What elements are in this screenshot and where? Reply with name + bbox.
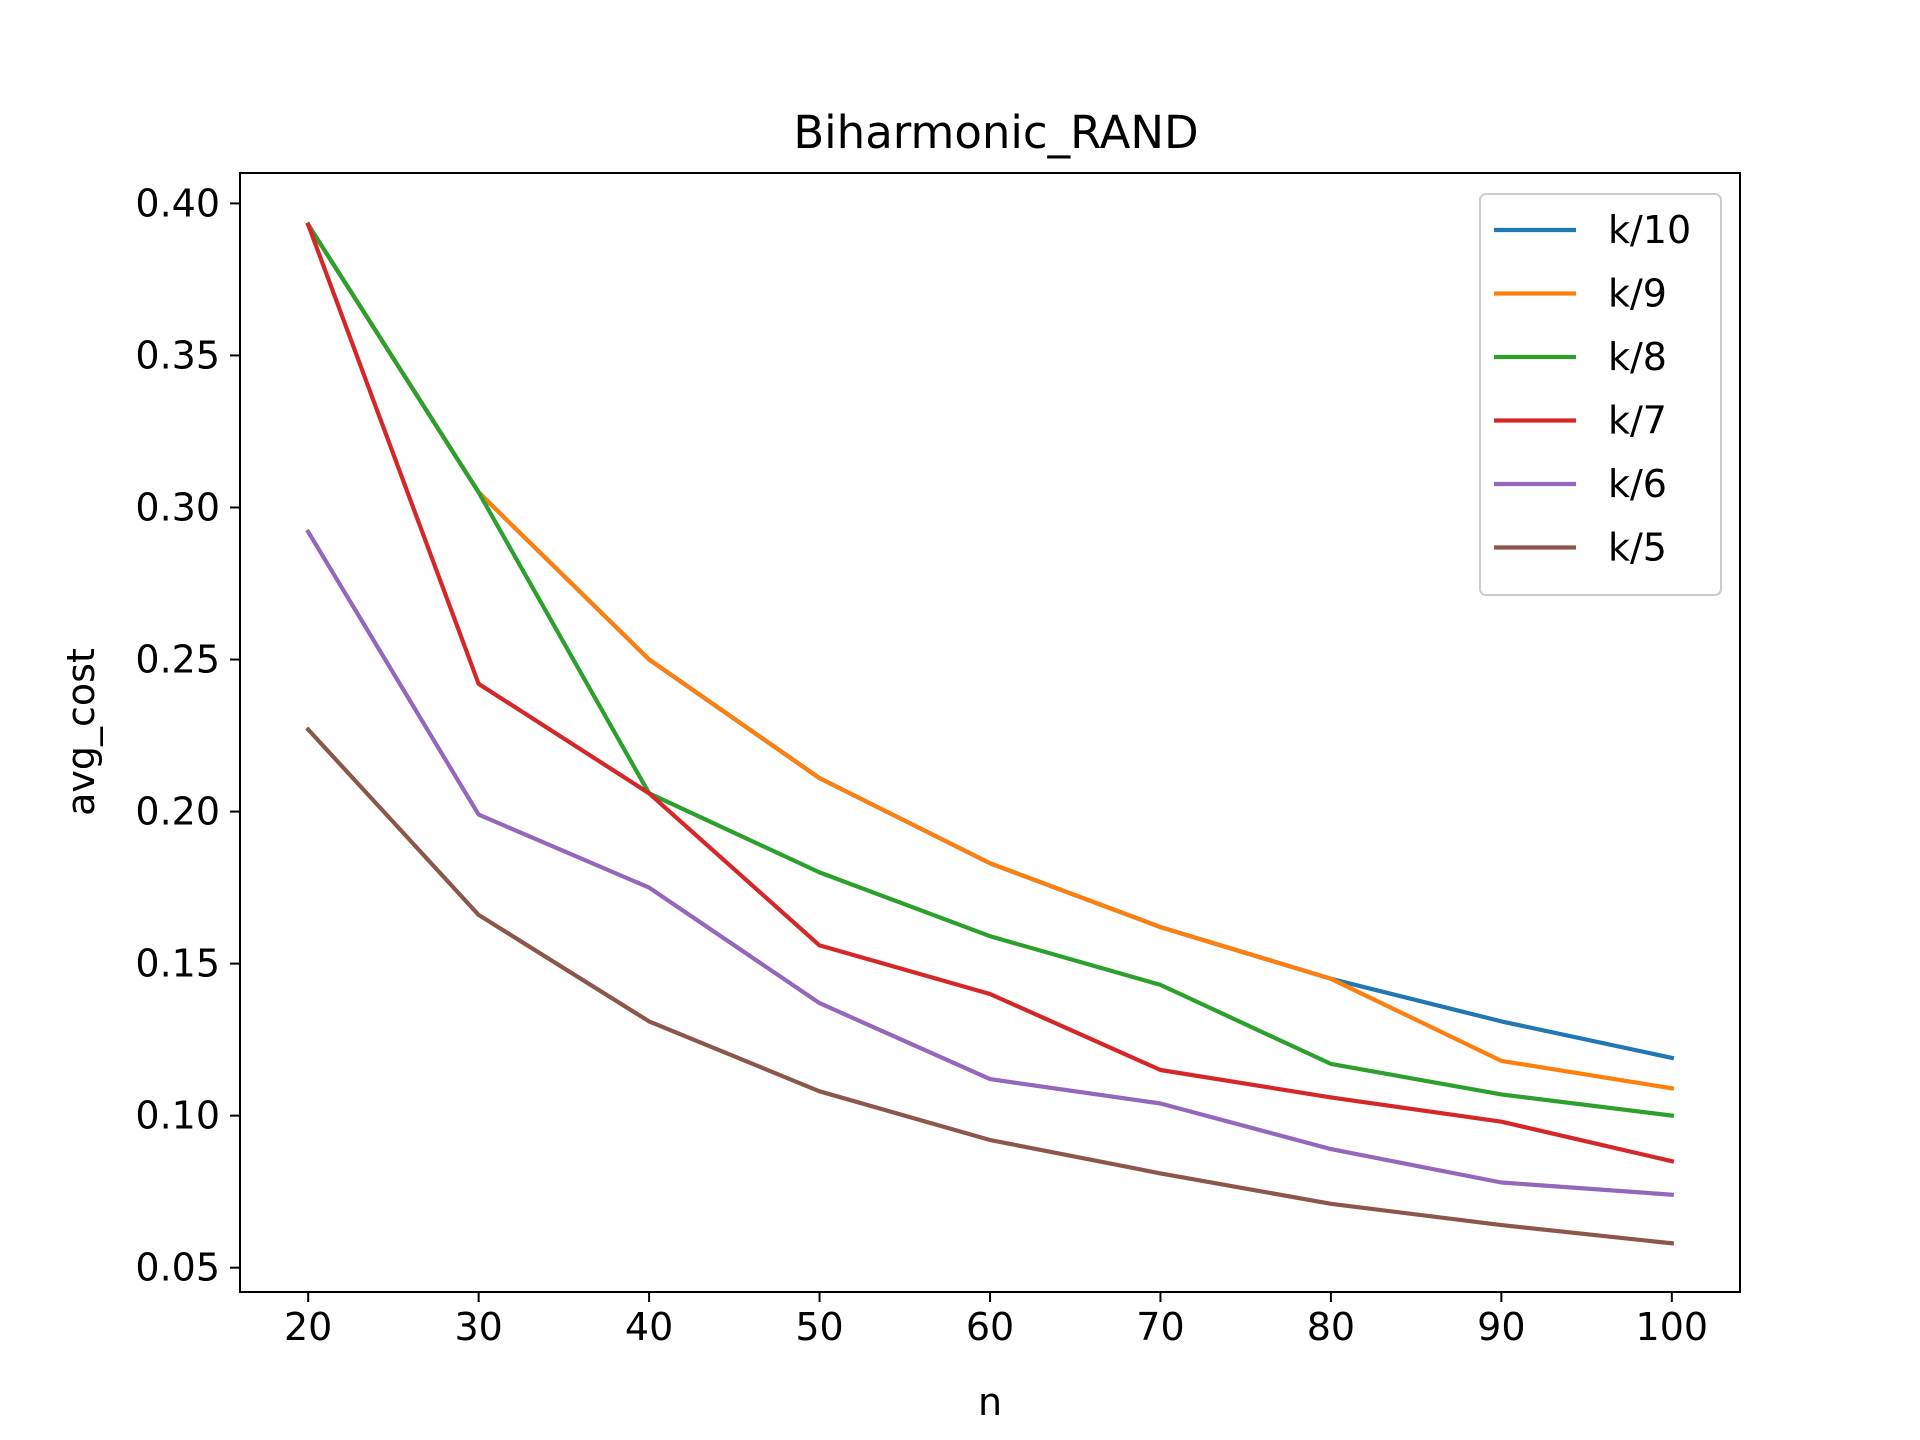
legend-label: k/6 <box>1608 462 1667 506</box>
legend-label: k/8 <box>1608 335 1667 379</box>
legend-label: k/10 <box>1608 208 1691 252</box>
y-tick-label: 0.25 <box>135 638 220 682</box>
series-line-k-6 <box>305 528 1675 1197</box>
y-tick-label: 0.40 <box>135 181 220 225</box>
series-line-k-5 <box>305 726 1675 1246</box>
y-tick-label: 0.15 <box>135 942 220 986</box>
series-line-k-9 <box>305 221 1675 1091</box>
x-tick-label: 20 <box>284 1305 332 1349</box>
series-line-k-7 <box>305 222 1675 1164</box>
y-axis-label: avg_cost <box>59 648 103 816</box>
chart-title: Biharmonic_RAND <box>793 106 1198 159</box>
y-tick-label: 0.10 <box>135 1094 220 1138</box>
legend-label: k/9 <box>1608 272 1667 316</box>
y-tick-label: 0.05 <box>135 1246 220 1290</box>
x-tick-label: 100 <box>1636 1305 1709 1349</box>
x-axis: 20 30 40 50 60 70 80 90 100 <box>284 1292 1708 1349</box>
legend-label: k/7 <box>1608 399 1667 443</box>
x-tick-label: 60 <box>966 1305 1014 1349</box>
legend: k/10 k/9 k/8 k/7 k/6 k/5 <box>1479 193 1722 596</box>
x-axis-label: n <box>978 1380 1002 1424</box>
y-tick-label: 0.35 <box>135 333 220 377</box>
x-tick-label: 80 <box>1307 1305 1355 1349</box>
y-tick-label: 0.20 <box>135 790 220 834</box>
y-tick-label: 0.30 <box>135 485 220 529</box>
legend-box <box>1479 193 1722 596</box>
series-line-k-8 <box>305 221 1675 1118</box>
x-tick-label: 70 <box>1136 1305 1184 1349</box>
x-tick-label: 90 <box>1477 1305 1525 1349</box>
legend-label: k/5 <box>1608 526 1667 570</box>
series-layer <box>305 221 1675 1246</box>
x-tick-label: 50 <box>795 1305 843 1349</box>
x-tick-label: 30 <box>454 1305 502 1349</box>
x-tick-label: 40 <box>625 1305 673 1349</box>
y-axis: 0.05 0.10 0.15 0.20 0.25 0.30 0.35 0.40 <box>135 181 240 1290</box>
